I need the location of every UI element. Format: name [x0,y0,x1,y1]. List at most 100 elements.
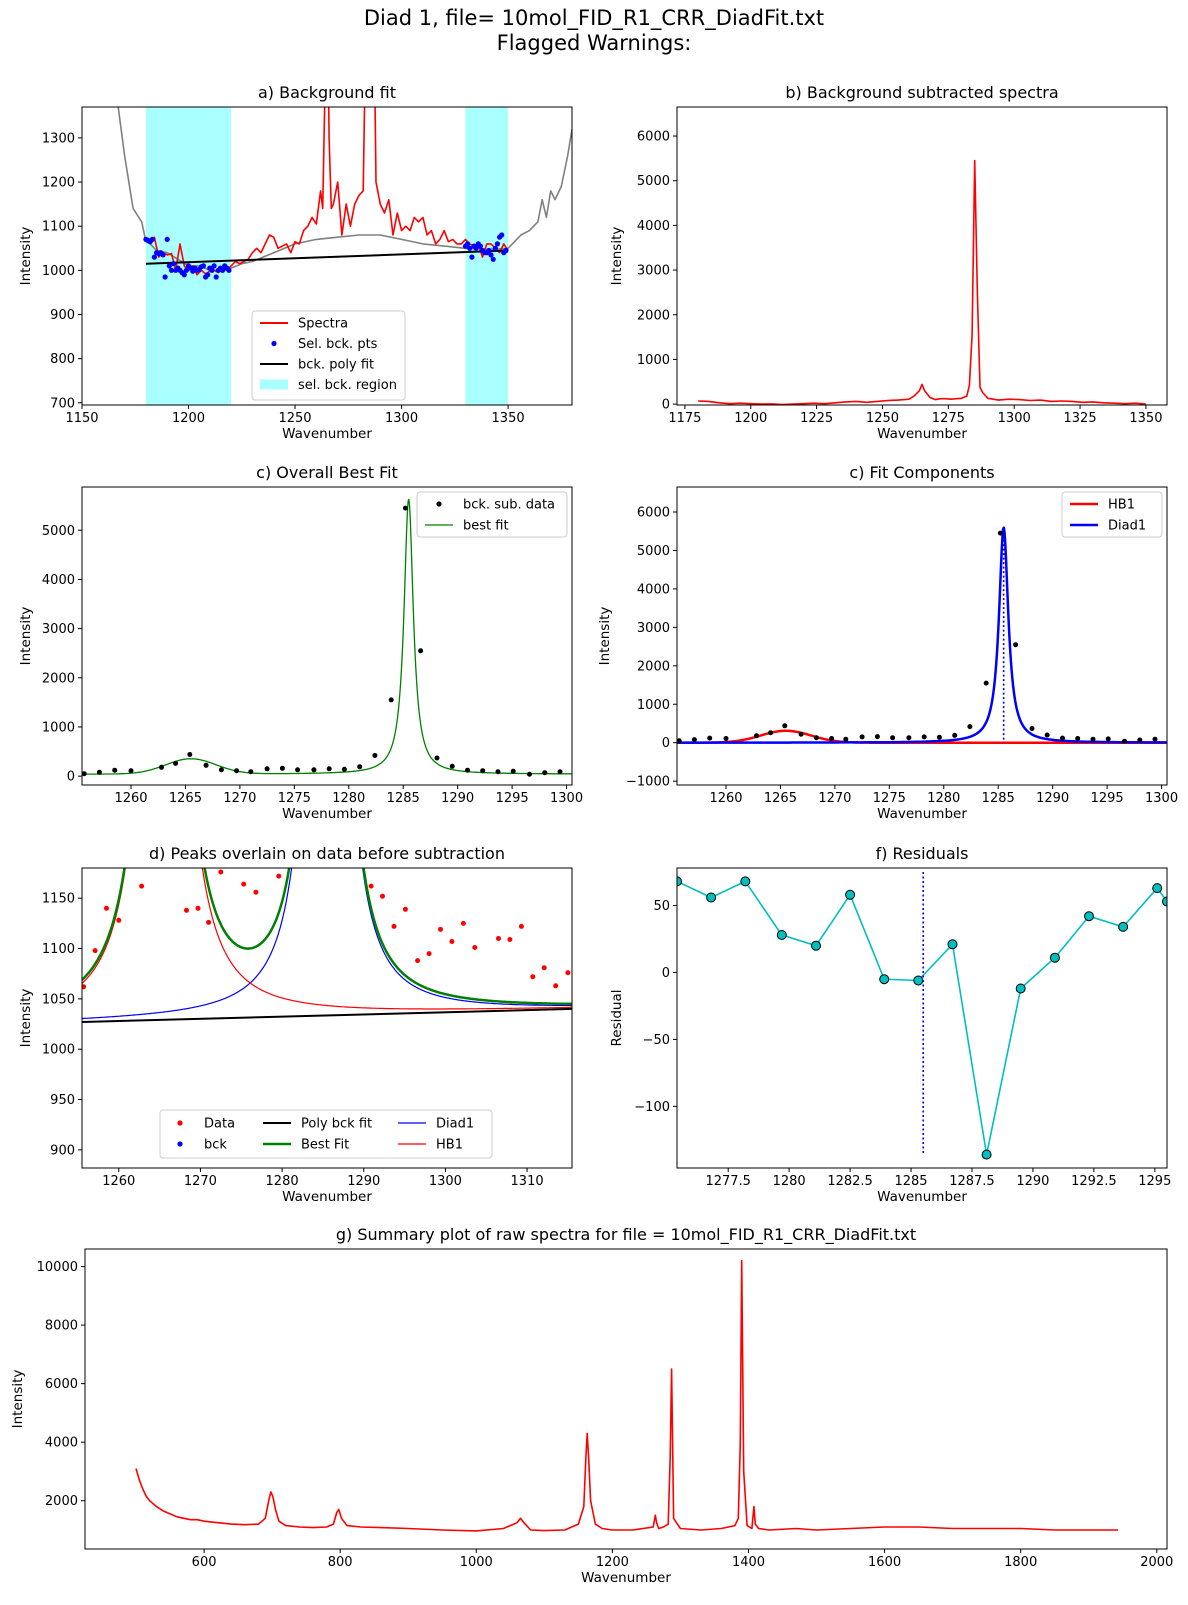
legend-d-item-0-label: Data [204,1117,235,1132]
sel-bck-pts-point-57 [499,232,505,238]
x-tick-label-0: 1175 [668,411,701,426]
legend-d-item-1-handle [177,1141,183,1147]
axes-frame-c1 [81,486,573,786]
panel-a: 1150 1200 1250 1300 1350 700 800 900 1000 1100 120… [18,83,573,442]
plot-area-c2 [677,526,1167,744]
data-point-25 [530,974,536,980]
x-tick-label-4: 1350 [492,411,525,426]
bck-sub-data-point-4 [159,764,164,770]
y-tick-label-1: 800 [50,352,75,367]
plot-area-d [82,868,572,1023]
panel-c2: 1260 1265 1270 1275 1280 1285 1290 1295 1300 −100… [597,463,1178,822]
residuals-point-13 [1118,921,1129,932]
y-tick-label-5: 5000 [637,174,670,189]
residuals-point-0 [677,876,682,887]
y-axis-label-g: Intensity [10,1370,26,1429]
data-point-27 [553,983,559,989]
data-point-9 [829,736,835,741]
y-tick-label-2: 0 [662,966,670,981]
x-axis-label-b: Wavenumber [877,426,967,442]
data-point-0 [677,738,682,744]
y-axis-label-c1: Intensity [18,607,34,666]
spectra-line [698,159,1146,405]
data-point-13 [380,893,385,899]
bck-sub-data-point-13 [295,767,301,773]
x-tick-label-7: 2000 [1140,1555,1173,1570]
raw-spectra-line [135,1259,1118,1532]
legend-c1-item-1-label: best fit [463,519,509,534]
data-point-18 [438,926,443,932]
residuals-point-15 [1162,896,1167,907]
bck-sub-data-point-25 [480,768,486,774]
y-tick-label-5: 1200 [42,176,75,191]
x-tick-label-4: 1400 [732,1555,765,1570]
x-tick-label-3: 1300 [385,411,418,426]
x-tick-label-3: 1250 [866,411,899,426]
y-tick-label-4: 4000 [42,573,75,588]
panel-g: 600 800 1000 1200 1400 1600 1800 2000 2000 4000 60… [10,1225,1173,1586]
panel-b: 1175 1200 1225 1250 1275 1300 1325 1350 0 1000 200… [609,83,1168,442]
data-point-26 [1090,736,1096,742]
x-tick-label-1: 1280 [773,1174,806,1189]
legend-a-item-0-label: Spectra [298,317,348,332]
x-tick-label-5: 1300 [998,411,1031,426]
plot-area-g [135,1259,1118,1532]
data-point-30 [1152,736,1158,742]
best-fit-curve [82,498,572,775]
data-point-28 [565,970,571,976]
data-point-2 [707,735,713,741]
legend-d-item-1-label: bck [204,1138,227,1153]
sel-bck-pts-point-55 [494,241,500,247]
x-tick-label-3: 1290 [347,1174,380,1189]
sel-bck-pts-point-42 [467,245,473,251]
bck-sub-data-point-7 [203,762,209,768]
data-point-17 [426,951,432,957]
data-point-29 [1137,737,1143,743]
sel-bck-pts-point-47 [477,243,483,249]
y-tick-label-1: 4000 [45,1436,78,1451]
y-tick-label-0: 0 [67,770,75,785]
data-point-25 [1075,736,1081,741]
x-tick-label-6: 1800 [1004,1555,1037,1570]
residuals-point-2 [740,876,751,887]
data-point-24 [518,923,524,929]
x-tick-label-6: 1290 [441,791,474,806]
data-point-6 [782,723,788,729]
panel-title-b: b) Background subtracted spectra [785,83,1058,102]
data-point-11 [859,734,865,740]
y-axis-label-a: Intensity [18,227,34,286]
bck-sub-data-point-12 [279,765,285,771]
y-tick-label-3: 3000 [42,622,75,637]
bck-sub-data-point-0 [82,771,87,777]
axes-frame-b [676,106,1168,406]
data-point-13 [890,735,896,741]
sel-bck-pts-point-10 [164,236,170,242]
figure-title-line2: Flagged Warnings: [496,31,692,55]
data-point-0 [82,984,87,990]
bck-poly-fit-line [145,249,509,265]
residuals-point-4 [811,940,821,951]
x-tick-label-2: 1270 [223,791,256,806]
x-tick-label-1: 1200 [734,411,767,426]
x-axis-label-a: Wavenumber [282,426,372,442]
x-tick-label-0: 1260 [709,791,742,806]
y-tick-label-6: 1300 [42,131,75,146]
data-point-7 [206,919,212,925]
plot-area-b [698,159,1146,405]
y-axis-label-f: Residual [609,989,625,1046]
sel-bck-pts-point-11 [166,263,172,269]
x-tick-label-2: 1282.5 [827,1174,873,1189]
data-point-14 [391,923,397,929]
y-tick-label-2: 900 [50,308,75,323]
sel-bck-pts-point-8 [160,252,166,258]
sel-bck-pts-point-31 [209,267,215,273]
x-tick-label-1: 800 [328,1555,353,1570]
x-tick-label-5: 1285 [387,791,420,806]
data-point-8 [813,735,819,741]
data-point-16 [936,734,942,740]
data-point-12 [874,734,880,740]
y-tick-label-0: −1000 [626,775,670,790]
bck-sub-data-point-15 [326,766,332,772]
x-tick-label-2: 1280 [266,1174,299,1189]
